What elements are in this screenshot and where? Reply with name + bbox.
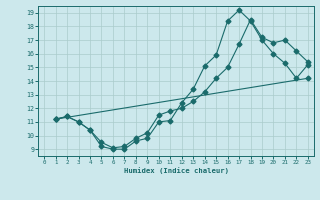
X-axis label: Humidex (Indice chaleur): Humidex (Indice chaleur)	[124, 167, 228, 174]
